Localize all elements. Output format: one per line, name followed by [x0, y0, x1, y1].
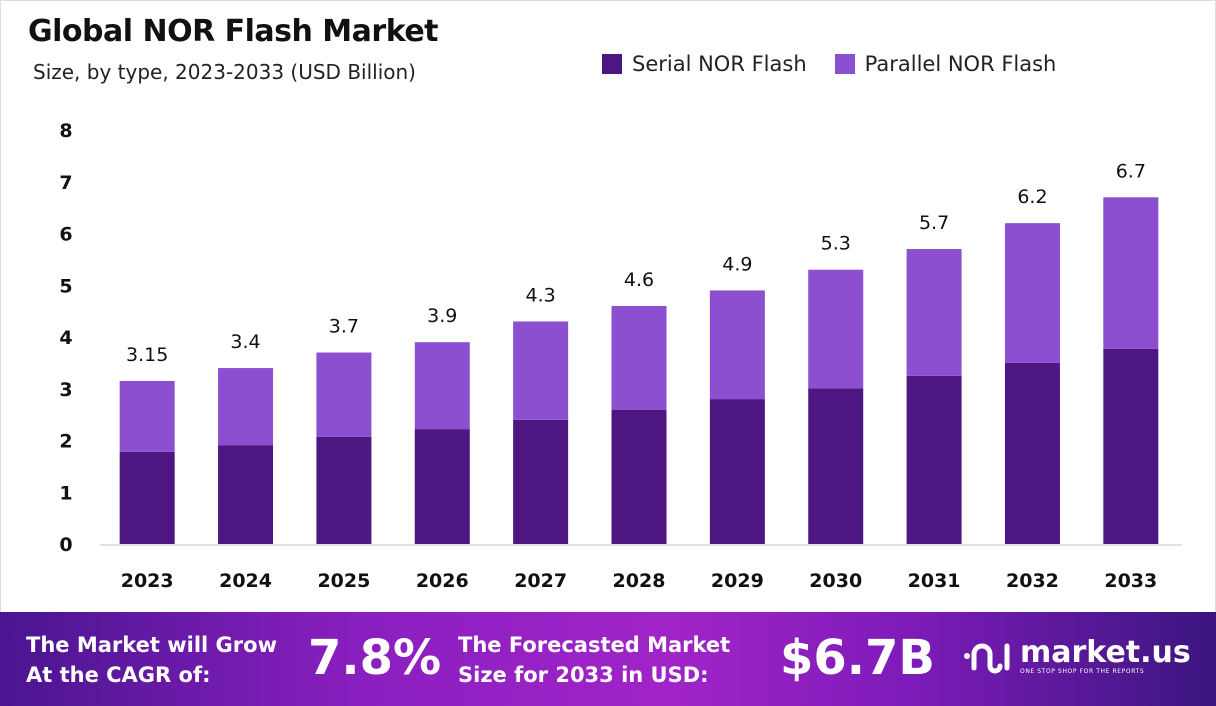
- x-tick-label: 2029: [711, 570, 764, 592]
- bar-chart: 0 1 2 3 4 5 6 7 8 3.15 2023 3.4 2024 3.7 2025 3.9 2026 4.…: [59, 120, 1182, 592]
- bar-parallel: [1103, 197, 1159, 349]
- cagr-label-line1: The Market will Grow: [26, 633, 277, 657]
- y-tick-label: 6: [59, 224, 72, 246]
- bar-serial: [414, 429, 470, 544]
- bar-parallel: [808, 269, 864, 389]
- bar-serial: [218, 445, 274, 544]
- chart-title: Global NOR Flash Market: [28, 14, 439, 49]
- x-tick-label: 2031: [908, 570, 961, 592]
- legend-label-serial: Serial NOR Flash: [632, 52, 807, 76]
- x-tick-label: 2023: [121, 570, 174, 592]
- legend: Serial NOR Flash Parallel NOR Flash: [602, 52, 1056, 76]
- bar-parallel: [119, 380, 175, 452]
- bar-serial: [513, 419, 569, 544]
- bar-parallel: [906, 249, 962, 376]
- y-tick-label: 8: [59, 120, 72, 142]
- bar-parallel: [1004, 223, 1060, 363]
- total-data-label: 6.2: [1017, 186, 1047, 208]
- legend-item-parallel: Parallel NOR Flash: [834, 52, 1057, 76]
- y-tick-label: 5: [59, 275, 72, 297]
- x-tick-label: 2026: [416, 570, 469, 592]
- bar-parallel: [709, 290, 765, 400]
- bar-parallel: [513, 321, 569, 420]
- total-data-label: 3.9: [427, 305, 457, 327]
- bar-serial: [316, 436, 372, 544]
- forecast-label-line2: Size for 2033 in USD:: [458, 663, 709, 687]
- total-data-label: 5.7: [919, 212, 949, 234]
- total-data-label: 3.7: [329, 316, 359, 338]
- bar-serial: [1004, 362, 1060, 544]
- total-data-label: 5.3: [821, 233, 851, 255]
- bar-parallel: [218, 368, 274, 446]
- legend-label-parallel: Parallel NOR Flash: [864, 52, 1057, 76]
- cagr-label-line2: At the CAGR of:: [26, 663, 211, 687]
- bar-serial: [1103, 348, 1159, 544]
- logo-name: market.us: [1020, 635, 1191, 670]
- bar-parallel: [414, 342, 470, 430]
- x-tick-label: 2025: [317, 570, 370, 592]
- x-tick-label: 2027: [514, 570, 567, 592]
- total-data-label: 4.9: [722, 253, 752, 275]
- bar-serial: [611, 409, 667, 544]
- forecast-label: The Forecasted Market Size for 2033 in U…: [458, 630, 730, 690]
- cagr-value: 7.8%: [308, 630, 442, 686]
- y-tick-label: 1: [59, 482, 72, 504]
- total-data-label: 3.4: [230, 331, 260, 353]
- total-data-label: 3.15: [126, 344, 168, 366]
- bar-serial: [808, 388, 864, 544]
- y-tick-label: 4: [59, 327, 72, 349]
- legend-swatch-serial: [602, 54, 622, 74]
- x-tick-label: 2030: [809, 570, 862, 592]
- total-data-label: 4.3: [526, 284, 556, 306]
- logo-tagline: ONE STOP SHOP FOR THE REPORTS: [1020, 668, 1145, 675]
- bar-serial: [709, 399, 765, 544]
- x-tick-label: 2033: [1104, 570, 1157, 592]
- bar-serial: [906, 375, 962, 544]
- legend-swatch-parallel: [834, 54, 855, 74]
- x-tick-label: 2028: [613, 570, 666, 592]
- legend-item-serial: Serial NOR Flash: [602, 52, 807, 76]
- y-tick-label: 3: [59, 379, 72, 401]
- cagr-label: The Market will Grow At the CAGR of:: [26, 630, 277, 690]
- y-tick-label: 2: [59, 431, 72, 453]
- forecast-label-line1: The Forecasted Market: [458, 633, 731, 657]
- bar-parallel: [611, 305, 667, 410]
- x-tick-label: 2024: [219, 570, 272, 592]
- chart-subtitle: Size, by type, 2023-2033 (USD Billion): [33, 60, 416, 84]
- y-tick-label: 7: [59, 172, 72, 194]
- total-data-label: 6.7: [1116, 160, 1146, 182]
- bar-parallel: [316, 352, 372, 437]
- bar-serial: [119, 451, 175, 544]
- forecast-value: $6.7B: [780, 630, 936, 686]
- total-data-label: 4.6: [624, 269, 654, 291]
- logo-icon: [964, 643, 1010, 673]
- x-tick-label: 2032: [1006, 570, 1059, 592]
- footer-banner: The Market will Grow At the CAGR of: 7.8…: [0, 612, 1216, 706]
- market-us-logo: market.us ONE STOP SHOP FOR THE REPORTS: [962, 638, 1191, 675]
- y-tick-label: 0: [59, 534, 72, 556]
